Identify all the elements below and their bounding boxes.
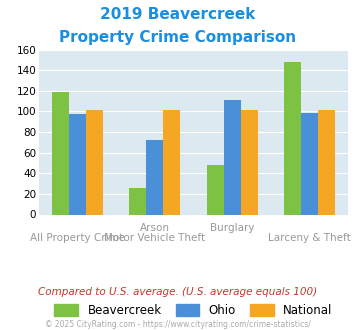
Bar [163, 110, 180, 214]
Text: Property Crime Comparison: Property Crime Comparison [59, 30, 296, 45]
Bar [52, 92, 69, 214]
Bar [224, 100, 241, 214]
Bar [69, 115, 86, 214]
Bar [241, 110, 258, 214]
Legend: Beavercreek, Ohio, National: Beavercreek, Ohio, National [50, 300, 337, 322]
Bar [146, 140, 163, 214]
Text: Arson: Arson [140, 223, 170, 233]
Bar [284, 62, 301, 214]
Bar [86, 110, 103, 214]
Bar [129, 188, 146, 214]
Bar [207, 165, 224, 214]
Text: Larceny & Theft: Larceny & Theft [268, 233, 351, 243]
Bar [318, 110, 335, 214]
Text: Motor Vehicle Theft: Motor Vehicle Theft [104, 233, 206, 243]
Text: Compared to U.S. average. (U.S. average equals 100): Compared to U.S. average. (U.S. average … [38, 287, 317, 297]
Text: Burglary: Burglary [210, 223, 254, 233]
Text: All Property Crime: All Property Crime [30, 233, 125, 243]
Text: 2019 Beavercreek: 2019 Beavercreek [100, 7, 255, 21]
Text: © 2025 CityRating.com - https://www.cityrating.com/crime-statistics/: © 2025 CityRating.com - https://www.city… [45, 320, 310, 329]
Bar [301, 114, 318, 214]
